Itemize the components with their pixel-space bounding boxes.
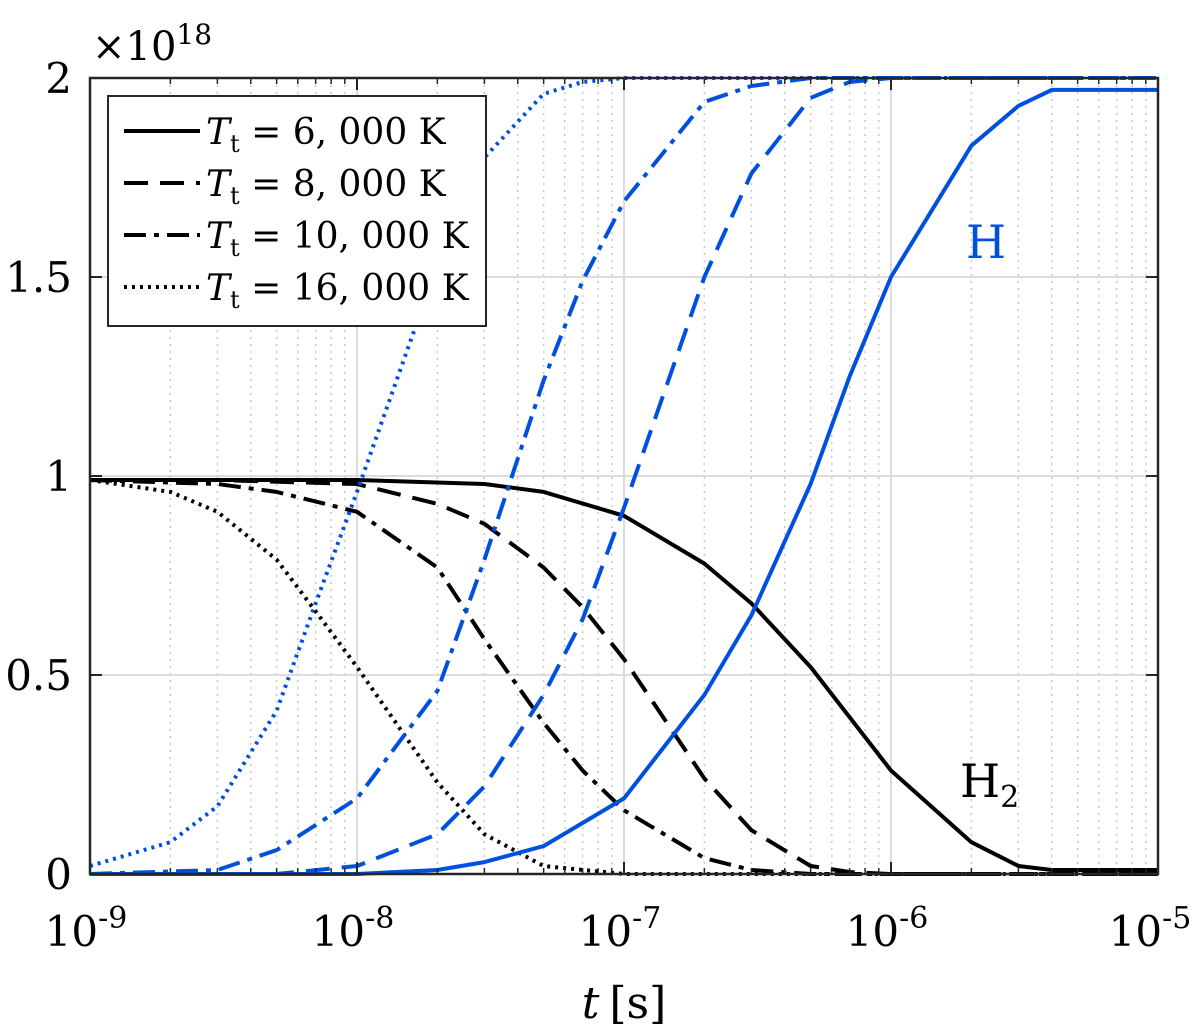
legend-label: Tt = 10, 000 K (206, 216, 470, 262)
y-tick-label: 0 (45, 850, 72, 899)
annotation-h: H (966, 215, 1006, 269)
x-tick-label: 10-8 (312, 901, 395, 956)
x-tick-label: 10-7 (579, 901, 662, 956)
x-tick-labels: 10-9 10-8 10-7 10-6 10-5 (45, 901, 1192, 956)
x-tick-label: 10-9 (45, 901, 128, 956)
series-h-dotted (89, 76, 1158, 868)
y-multiplier: ×1018 (92, 18, 212, 70)
x-tick-label: 10-6 (846, 901, 929, 956)
x-axis-label: t [s] (582, 978, 667, 1029)
axis-ticks (89, 77, 1159, 875)
series-h-dashdot (89, 76, 1158, 876)
y-tick-label: 2 (45, 54, 72, 103)
series-h-solid (90, 87, 1158, 876)
x-tick-label: 10-5 (1109, 901, 1192, 956)
legend-label: Tt = 16, 000 K (206, 268, 470, 314)
y-tick-label: 0.5 (5, 651, 72, 700)
y-tick-label: 1.5 (5, 253, 72, 302)
series-lines (89, 76, 1158, 876)
legend: Tt = 6, 000 K Tt = 8, 000 K Tt = 10, 000 K… (107, 95, 487, 327)
legend-label: Tt = 6, 000 K (206, 112, 447, 158)
series-h2-dashed (90, 478, 1158, 876)
y-tick-label: 1 (45, 452, 72, 501)
legend-label: Tt = 8, 000 K (206, 164, 447, 210)
y-tick-labels: 0 0.5 1 1.5 2 (5, 54, 72, 899)
legend-box (107, 95, 487, 327)
series-h2-solid (90, 478, 1158, 872)
annotation-h2: H2 (960, 754, 1019, 815)
